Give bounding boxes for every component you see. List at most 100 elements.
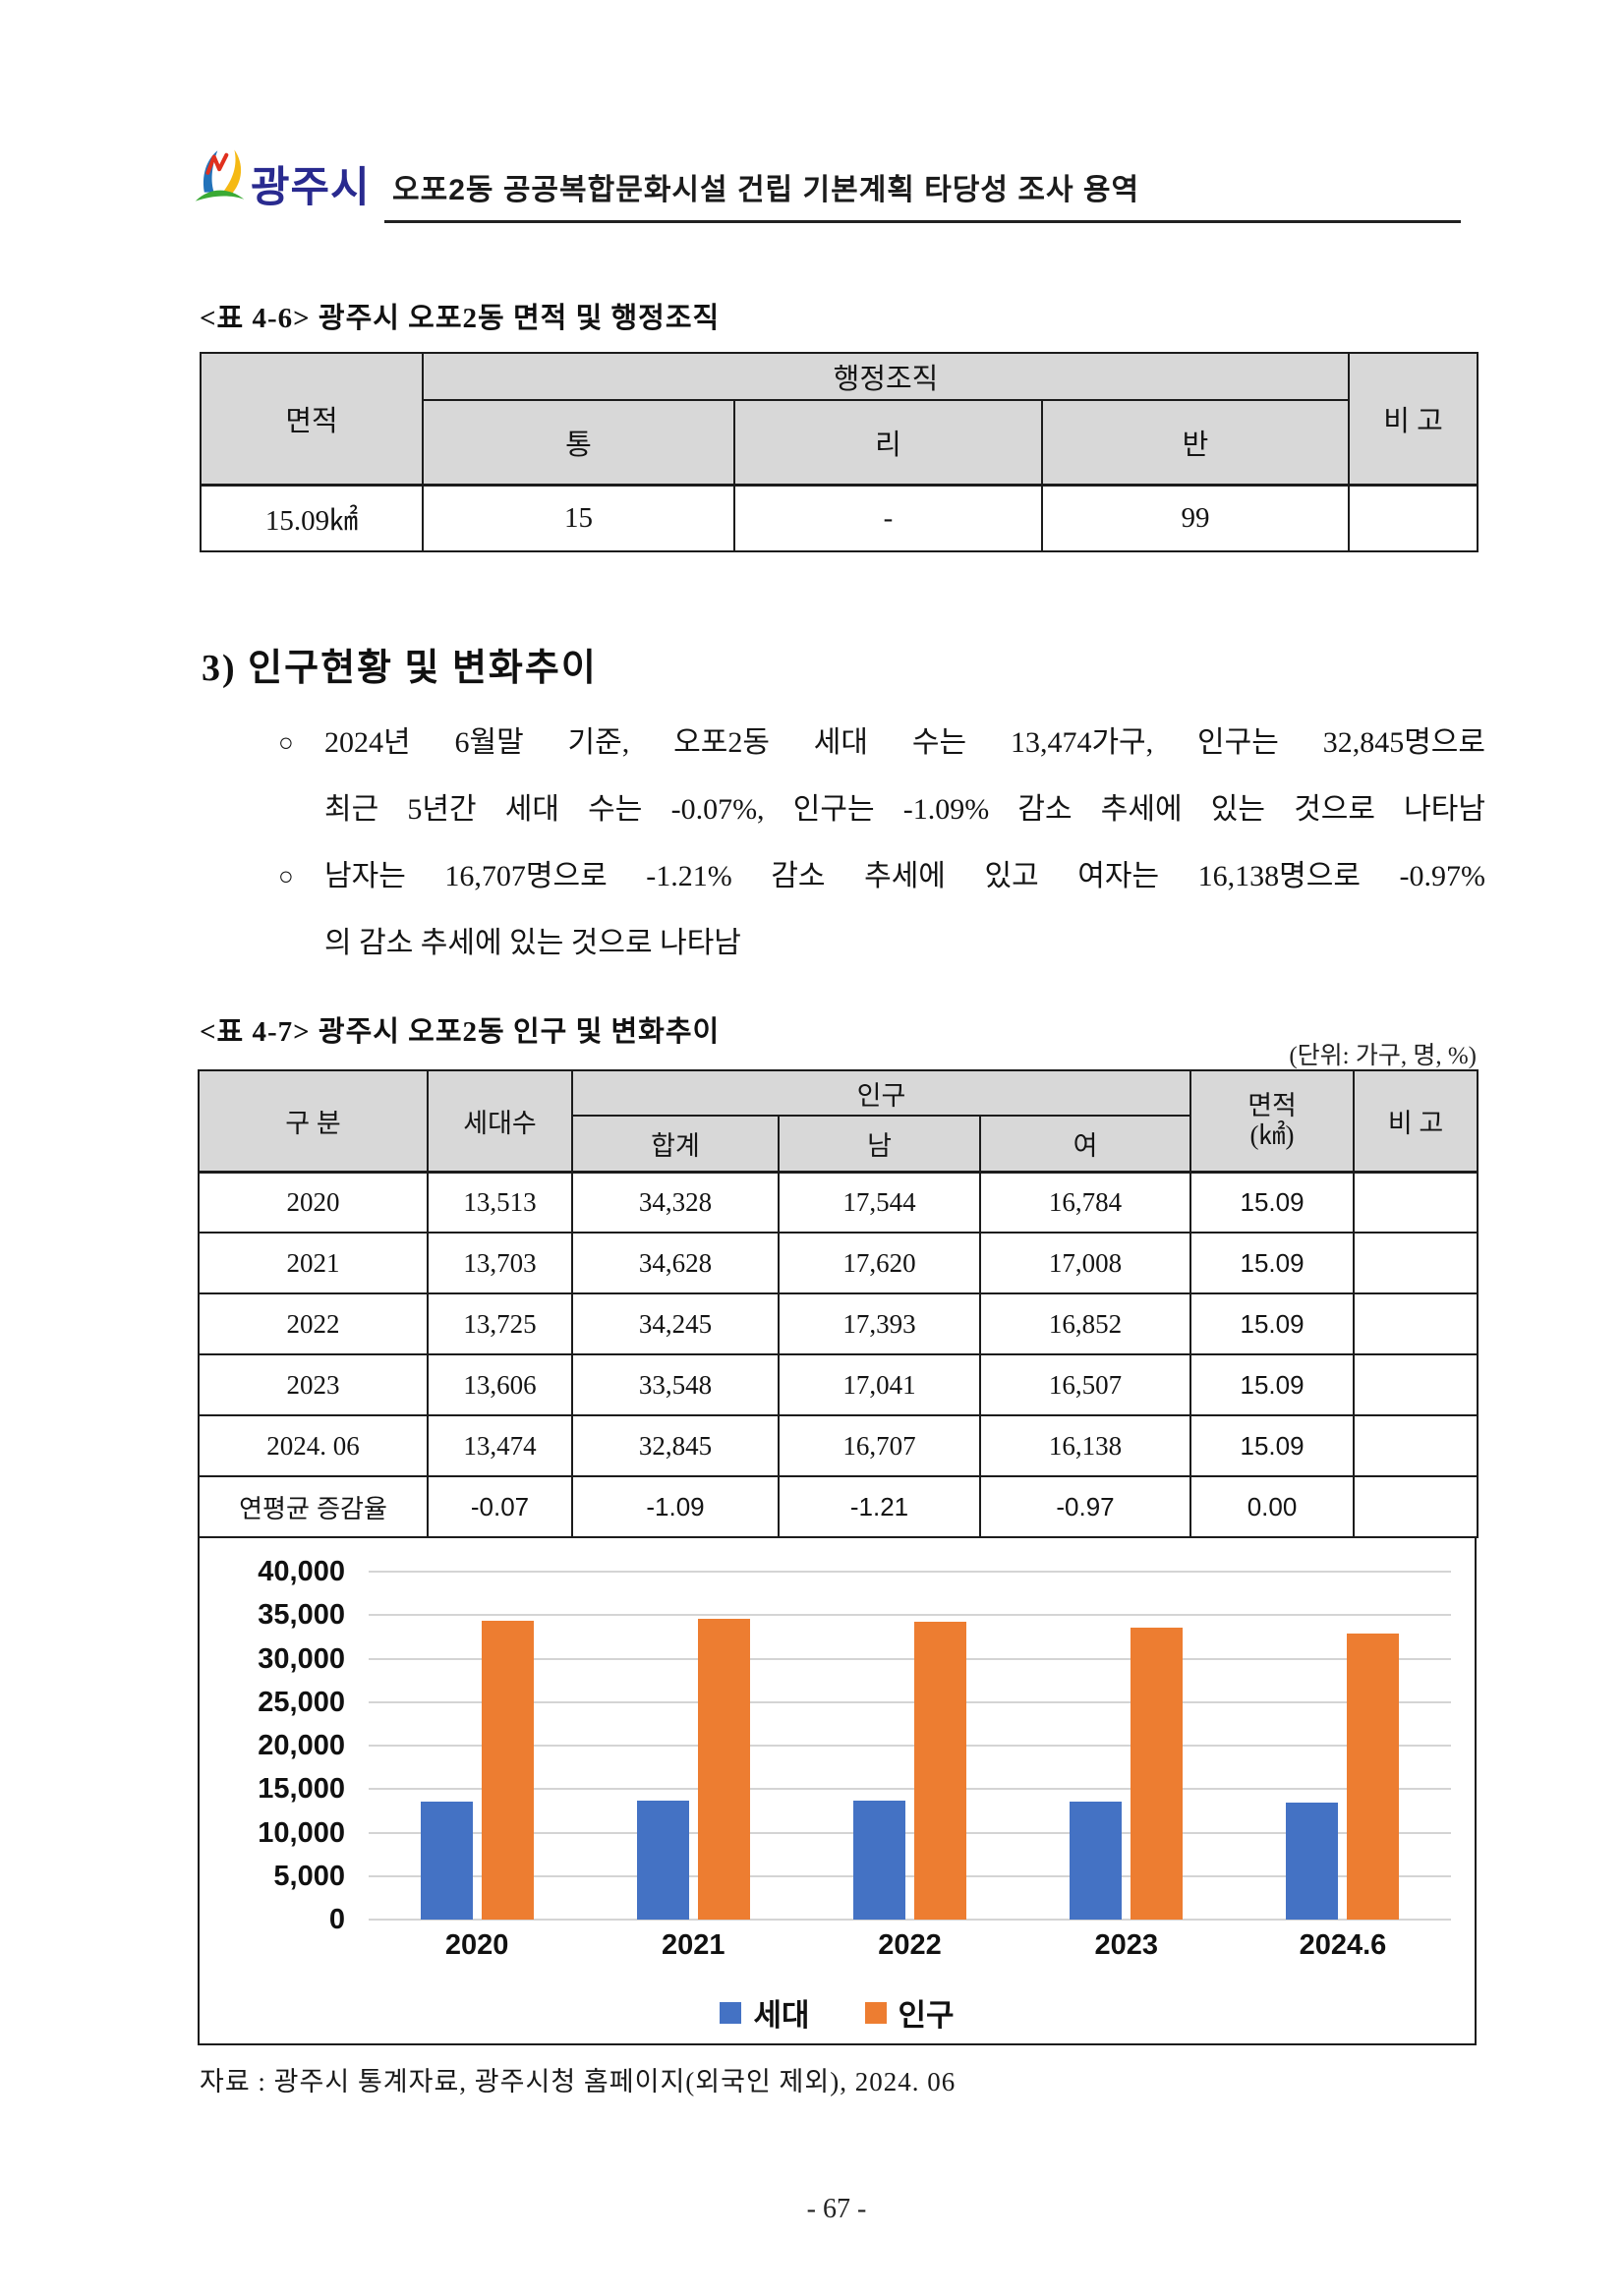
t47-header-area: 면적 (㎢) [1189, 1069, 1356, 1174]
chart-legend: 세대 인구 [200, 1990, 1475, 2035]
chart-grid [369, 1571, 1451, 1921]
female-cell: 16,852 [978, 1292, 1192, 1355]
gwangju-city-logo-icon [195, 149, 245, 201]
page-header: 광주시 오포2동 공공복합문화시설 건립 기본계획 타당성 조사 용역 [0, 0, 1624, 236]
chart-bar-group [1018, 1572, 1235, 1920]
report-title: 오포2동 공공복합문화시설 건립 기본계획 타당성 조사 용역 [392, 174, 1140, 206]
t47-header-area-line1: 면적 [1247, 1091, 1297, 1121]
year-cell: 2020 [198, 1171, 429, 1234]
table47-title: <표 4-7> 광주시 오포2동 인구 및 변화추이 [200, 1016, 721, 1048]
note-cell [1353, 1171, 1479, 1234]
chart-gridline [369, 1745, 1451, 1747]
bullet-text: 남자는 16,707명으로 -1.21% 감소 추세에 있고 여자는 16,13… [324, 843, 1485, 977]
male-cell: 16,707 [778, 1414, 981, 1477]
table-row: 2020 13,513 34,328 17,544 16,784 15.09 [198, 1171, 1479, 1234]
households-cell: 13,513 [427, 1171, 573, 1234]
t46-tong-value: 15 [422, 484, 735, 552]
t47-header-area-line2: (㎢) [1249, 1120, 1295, 1151]
chart-y-tick-label: 25,000 [258, 1686, 345, 1718]
households-cell: 13,474 [427, 1414, 573, 1477]
t47-header-category: 구 분 [198, 1069, 429, 1174]
chart-x-tick-label: 2020 [444, 1929, 509, 1961]
page-number: - 67 - [806, 2194, 867, 2224]
logo-red-zigzag [205, 152, 229, 175]
unit-note: (단위: 가구, 명, %) [1289, 1043, 1477, 1069]
legend-label: 세대 [753, 1998, 810, 2033]
chart-bar-group [369, 1572, 585, 1920]
chart-legend-item: 인구 [864, 1990, 955, 2035]
section-heading: 3) 인구현황 및 변화추이 [202, 648, 598, 689]
households-cell: -0.07 [427, 1475, 573, 1538]
chart-gridline [369, 1831, 1451, 1834]
t46-ri-value: - [733, 484, 1043, 552]
avg-label-cell: 연평균 증감율 [198, 1475, 429, 1538]
table-row: 2024. 06 13,474 32,845 16,707 16,138 15.… [198, 1414, 1479, 1477]
logo-text: 광주시 [251, 164, 371, 211]
chart-bar-세대 [636, 1800, 689, 1920]
t46-header-tong: 통 [422, 399, 735, 487]
chart-bar-세대 [420, 1802, 473, 1920]
chart-y-axis: 0 5,000 10,000 15,000 20,000 25,000 30,000 35,0… [200, 1556, 357, 1935]
chart-y-tick-label: 35,000 [258, 1599, 345, 1632]
area-cell: 0.00 [1189, 1475, 1356, 1538]
t46-header-ri: 리 [733, 399, 1043, 487]
table-row: 2023 13,606 33,548 17,041 16,507 15.09 [198, 1353, 1479, 1416]
t47-header-households: 세대수 [427, 1069, 573, 1174]
female-cell: 16,138 [978, 1414, 1192, 1477]
male-cell: 17,620 [778, 1232, 981, 1294]
bullet-item: ○ 2024년 6월말 기준, 오포2동 세대 수는 13,474가구, 인구는… [278, 710, 1485, 843]
table-row: 2022 13,725 34,245 17,393 16,852 15.09 [198, 1292, 1479, 1355]
year-cell: 2021 [198, 1232, 429, 1294]
chart-x-labels: 2020 2021 2022 2023 2024.6 [369, 1929, 1451, 1962]
bullet-line: 의 감소 추세에 있는 것으로 나타남 [324, 927, 741, 959]
population-chart: 0 5,000 10,000 15,000 20,000 25,000 30,000 35,0… [198, 1536, 1477, 2045]
chart-bar-인구 [1347, 1634, 1400, 1920]
area-cell: 15.09 [1189, 1292, 1356, 1355]
table-row: 연평균 증감율 -0.07 -1.09 -1.21 -0.97 0.00 [198, 1475, 1479, 1538]
source-note: 자료 : 광주시 통계자료, 광주시청 홈페이지(외국인 제외), 2024. … [200, 2067, 957, 2096]
chart-bar-group [585, 1572, 801, 1920]
male-cell: 17,041 [778, 1353, 981, 1416]
chart-y-tick-label: 30,000 [258, 1642, 345, 1675]
t46-area-value: 15.09㎢ [200, 484, 424, 552]
chart-bar-세대 [1286, 1802, 1339, 1920]
chart-plot [369, 1571, 1451, 1921]
male-cell: 17,393 [778, 1292, 981, 1355]
chart-y-tick-label: 40,000 [258, 1556, 345, 1587]
t47-header-male: 남 [778, 1115, 981, 1174]
chart-bar-세대 [1070, 1801, 1123, 1920]
bullet-item: ○ 남자는 16,707명으로 -1.21% 감소 추세에 있고 여자는 16,… [278, 843, 1485, 977]
t47-header-note: 비 고 [1353, 1069, 1479, 1174]
chart-gridline [369, 1614, 1451, 1617]
households-cell: 13,606 [427, 1353, 573, 1416]
t46-header-admin-org: 행정조직 [421, 352, 1351, 401]
t47-header-total: 합계 [571, 1115, 780, 1174]
chart-y-tick-label: 5,000 [273, 1860, 345, 1892]
female-cell: 16,507 [978, 1353, 1192, 1416]
legend-swatch-icon [720, 2001, 742, 2024]
households-cell: 13,703 [427, 1232, 573, 1294]
chart-gridline [369, 1571, 1451, 1573]
total-cell: 34,628 [571, 1232, 780, 1294]
legend-label: 인구 [898, 1998, 955, 2033]
chart-y-tick-label: 10,000 [258, 1816, 345, 1849]
t46-note-value [1348, 484, 1479, 552]
note-cell [1353, 1414, 1479, 1477]
chart-gridline [369, 1788, 1451, 1791]
area-cell: 15.09 [1189, 1353, 1356, 1416]
chart-bar-group [1235, 1572, 1451, 1920]
year-cell: 2024. 06 [198, 1414, 429, 1477]
circle-bullet-icon: ○ [278, 728, 294, 757]
total-cell: 34,245 [571, 1292, 780, 1355]
total-cell: 32,845 [571, 1414, 780, 1477]
chart-x-tick-label: 2024.6 [1299, 1929, 1387, 1961]
male-cell: -1.21 [778, 1475, 981, 1538]
chart-bar-세대 [853, 1800, 905, 1920]
chart-x-tick-label: 2022 [878, 1929, 942, 1961]
year-cell: 2022 [198, 1292, 429, 1355]
male-cell: 17,544 [778, 1171, 981, 1234]
year-cell: 2023 [198, 1353, 429, 1416]
female-cell: 16,784 [978, 1171, 1192, 1234]
note-cell [1353, 1475, 1479, 1538]
female-cell: -0.97 [978, 1475, 1192, 1538]
